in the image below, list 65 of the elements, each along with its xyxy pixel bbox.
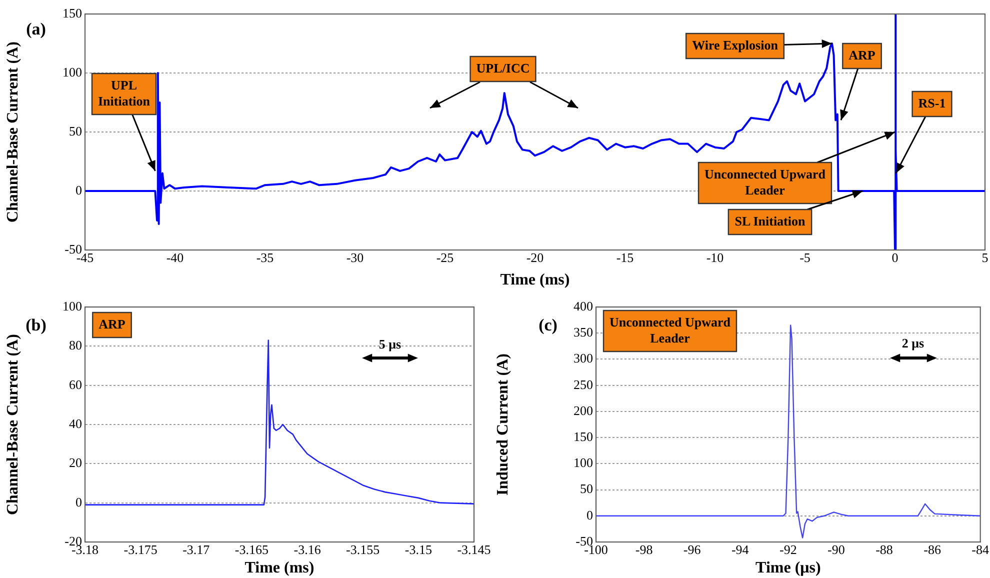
x-tick-label: -3.155 — [346, 542, 380, 558]
y-tick-label: 150 — [62, 5, 82, 20]
y-tick-label: 60 — [69, 376, 82, 392]
annotation: Unconnected Upward Leader — [704, 166, 826, 198]
x-tick-label: -15 — [616, 250, 634, 266]
y-tick-label: 350 — [574, 324, 593, 340]
x-tick-label: -90 — [828, 542, 845, 558]
x-tick-label: -20 — [526, 250, 544, 266]
y-tick-label: 40 — [69, 416, 82, 431]
x-tick-label: 0 — [892, 250, 898, 266]
y-tick-label: 20 — [69, 455, 82, 470]
annotation: RS-1 — [918, 95, 946, 110]
x-tick-label: -35 — [256, 250, 274, 266]
annotation: Wire Explosion — [692, 37, 779, 52]
chart-title: (a) — [26, 19, 46, 38]
x-tick-label: -3.16 — [294, 542, 322, 558]
y-tick-label: 50 — [580, 481, 593, 496]
x-tick-label: -3.165 — [234, 542, 269, 558]
annotation: ARP — [848, 47, 876, 62]
y-tick-label: 300 — [574, 350, 593, 366]
x-tick-label: -84 — [972, 542, 990, 558]
x-tick-label: -94 — [731, 542, 750, 558]
x-tick-label: -92 — [779, 542, 797, 558]
x-tick-label: -10 — [706, 250, 724, 266]
annotation: ARP — [98, 316, 126, 332]
x-tick-label: -25 — [436, 250, 454, 266]
x-tick-label: -3.17 — [182, 542, 210, 558]
y-axis-title: Induced Current (A) — [494, 354, 512, 496]
y-tick-label: 200 — [574, 402, 593, 418]
x-tick-label: -96 — [683, 542, 702, 558]
y-tick-label: 100 — [62, 64, 82, 80]
x-tick-label: -40 — [166, 250, 184, 266]
x-tick-label: -3.145 — [457, 542, 491, 558]
x-axis-title: Time (μs) — [756, 560, 821, 577]
annotation: UPL/ICC — [476, 60, 530, 76]
x-tick-label: -5 — [800, 250, 810, 266]
x-axis-title: Time (ms) — [500, 272, 570, 289]
y-tick-label: 80 — [69, 338, 82, 353]
y-tick-label: 100 — [574, 455, 593, 470]
y-axis-title: Channel-Base Current (A) — [4, 41, 22, 223]
y-tick-label: 0 — [76, 182, 82, 198]
x-tick-label: -98 — [635, 542, 653, 558]
annotation: SL Initiation — [734, 213, 806, 228]
annotation: 2 μs — [902, 335, 924, 350]
annotation: Unconnected Upward Leader — [610, 314, 732, 346]
x-tick-label: -3.175 — [124, 542, 158, 558]
annotation: UPL Initiation — [98, 77, 151, 108]
x-tick-label: -86 — [924, 542, 942, 558]
y-tick-label: -50 — [64, 241, 82, 256]
text: (b) — [26, 315, 46, 334]
x-tick-label: -3.15 — [404, 542, 432, 558]
y-axis-title: Channel-Base Current (A) — [4, 334, 22, 516]
x-tick-label: -30 — [346, 250, 364, 266]
x-tick-label: -88 — [876, 542, 893, 558]
annotation: 5 μs — [378, 336, 402, 352]
x-axis-title: Time (ms) — [244, 560, 314, 577]
y-tick-label: 400 — [574, 298, 593, 314]
y-tick-label: 0 — [586, 507, 593, 522]
y-tick-label: 250 — [574, 376, 593, 392]
y-tick-label: 0 — [76, 494, 82, 510]
y-tick-label: 100 — [62, 298, 82, 314]
y-tick-label: 150 — [574, 428, 593, 444]
x-tick-label: 5 — [982, 250, 988, 266]
y-tick-label: 50 — [69, 123, 82, 138]
text: (c) — [538, 315, 558, 334]
